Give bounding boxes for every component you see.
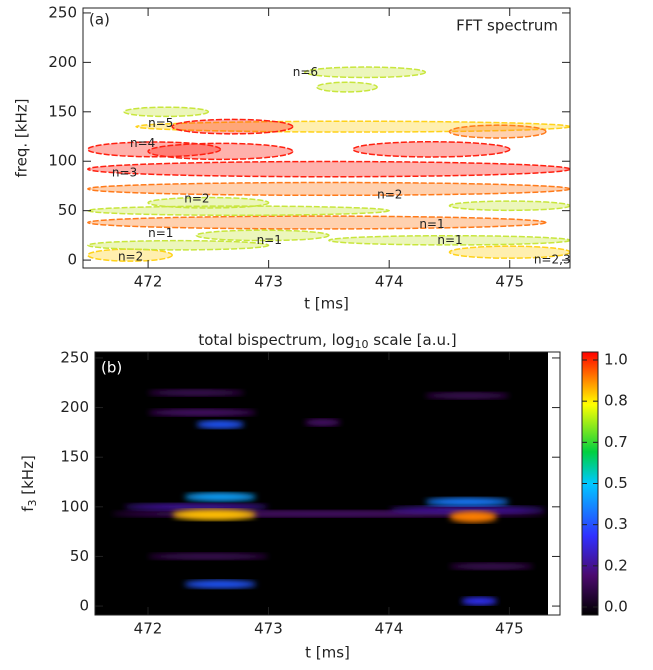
contour-ridge — [135, 120, 570, 133]
mode-label: n=2 — [377, 187, 402, 201]
contour-ridge — [123, 106, 210, 118]
contour-ridge — [448, 200, 570, 212]
colorbar-tick-label: 0.7 — [604, 433, 628, 451]
colorbar-tick-label: 0.8 — [604, 392, 628, 410]
x-tick-label: 473 — [254, 620, 283, 638]
mode-label: n=2 — [184, 191, 209, 205]
mode-label: n=1 — [148, 226, 173, 240]
x-tick-label: 474 — [375, 273, 404, 291]
y-tick-label: 250 — [60, 348, 89, 366]
bispectrum-blob — [196, 420, 245, 429]
y-tick-label: 100 — [48, 152, 77, 170]
y-tick-label: 50 — [58, 201, 77, 219]
contour-ridge — [87, 181, 570, 197]
bispectrum-blob — [425, 392, 510, 400]
bispectrum-blob — [388, 506, 546, 514]
y-label-subscript: 3 — [26, 500, 39, 507]
plot-area — [111, 389, 546, 606]
y-label-text: [kHz] — [19, 455, 37, 499]
bispectrum-blob — [449, 511, 498, 523]
title-text: total bispectrum, log — [198, 331, 354, 349]
y-tick-label: 100 — [60, 497, 89, 515]
mode-label: n=3 — [112, 166, 137, 180]
y-tick-label: 50 — [70, 547, 89, 565]
x-tick-label: 472 — [134, 620, 163, 638]
colorbar-tick-label: 0.2 — [604, 556, 628, 574]
bispectrum-blob — [148, 553, 269, 560]
panel-b: 472 473 474 475 0 50 100 150 200 250 (b) total bisp… — [19, 331, 628, 662]
panel-title: FFT spectrum — [456, 17, 558, 35]
contour-ridge — [316, 81, 378, 93]
contour-ridge — [87, 141, 222, 158]
bispectrum-blob — [184, 492, 257, 502]
x-tick-label: 475 — [495, 273, 524, 291]
y-tick-label: 250 — [48, 3, 77, 21]
contour-ridge — [448, 124, 547, 139]
mode-label: n=1 — [419, 217, 444, 231]
x-tick-label: 474 — [375, 620, 404, 638]
title-text: scale [a.u.] — [369, 331, 457, 349]
plot-frame — [94, 351, 561, 616]
y-tick-label: 200 — [48, 53, 77, 71]
bispectrum-blob — [123, 503, 269, 511]
contour-ridge — [87, 205, 390, 217]
contour-ridge — [171, 118, 294, 135]
plot-area — [87, 66, 570, 262]
x-axis-label: t [ms] — [305, 644, 350, 662]
contour-ridge — [448, 245, 570, 259]
mode-label: n=1 — [257, 233, 282, 247]
panel-label: (a) — [89, 11, 110, 29]
bispectrum-blob — [148, 389, 245, 397]
mode-label: n=5 — [148, 116, 173, 130]
contour-ridge — [328, 234, 570, 246]
title-subscript: 10 — [355, 338, 369, 351]
y-tick-label: 0 — [79, 597, 89, 615]
x-tick-label: 473 — [254, 273, 283, 291]
x-axis-label: t [ms] — [304, 295, 349, 313]
panel-a: 472 473 474 475 0 50 100 150 200 250 n=6 n=5 n=4 n=3 n… — [13, 3, 571, 312]
contour-ridge — [147, 142, 294, 161]
x-tick-label: 472 — [134, 273, 163, 291]
contour-ridge — [87, 239, 270, 251]
mode-label: n=1 — [437, 233, 462, 247]
mode-label: n=2 — [118, 250, 143, 264]
colorbar-tick-label: 1.0 — [604, 351, 628, 369]
colorbar-tick-label: 0.5 — [604, 474, 628, 492]
panel-title: total bispectrum, log10 scale [a.u.] — [198, 331, 456, 352]
y-tick-label: 200 — [60, 398, 89, 416]
contour-ridge — [352, 141, 511, 158]
bispectrum-blob — [148, 409, 257, 416]
bispectrum-blob — [184, 580, 257, 589]
bispectrum-blob — [172, 509, 257, 521]
contour-ridge — [195, 229, 330, 242]
mode-label: n=6 — [293, 65, 318, 79]
colorbar-tick-label: 0.3 — [604, 515, 628, 533]
y-axis-label: f3 [kHz] — [19, 455, 40, 512]
mode-label: n=4 — [130, 136, 155, 150]
y-axis-label: freq. [kHz] — [13, 99, 31, 178]
contour-ridge — [87, 160, 570, 178]
bispectrum-blob — [304, 419, 341, 426]
colorbar-tick-label: 0.0 — [604, 598, 628, 616]
x-tick-label: 475 — [495, 620, 524, 638]
bispectrum-blob — [449, 563, 534, 570]
contour-ridge — [87, 215, 547, 230]
bispectrum-blob — [425, 497, 510, 507]
contour-ridge — [304, 66, 427, 79]
bispectrum-blob — [461, 597, 498, 606]
mode-label: n=2,3 — [534, 253, 571, 267]
panel-label: (b) — [101, 359, 122, 377]
y-label-text: f — [19, 506, 37, 512]
y-tick-label: 0 — [67, 251, 77, 269]
y-tick-label: 150 — [60, 448, 89, 466]
y-tick-label: 150 — [48, 102, 77, 120]
plot-frame — [82, 7, 571, 269]
